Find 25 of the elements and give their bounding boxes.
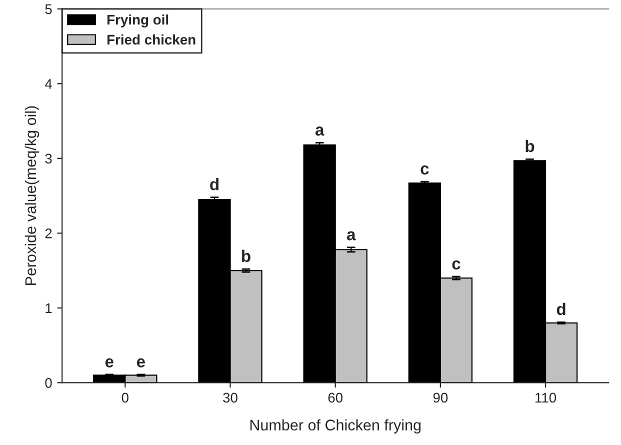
data-label: a: [346, 231, 356, 240]
data-label: c: [452, 260, 460, 270]
x-tick-label: 110: [536, 392, 556, 403]
y-axis-title: Peroxide value(meq/kg oil): [24, 106, 40, 285]
data-label: e: [136, 358, 145, 368]
data-label: c: [420, 165, 429, 175]
data-label: e: [105, 358, 114, 368]
legend-label: Fried chicken: [107, 34, 196, 45]
y-tick-label: 0: [45, 378, 52, 388]
data-label: b: [242, 250, 250, 262]
x-axis-title: Number of Chicken frying: [250, 419, 421, 434]
legend-label: Frying oil: [107, 14, 168, 28]
data-label: b: [526, 140, 534, 152]
y-tick-label: 5: [45, 4, 52, 14]
y-tick-label: 4: [44, 79, 52, 89]
y-tick-label: 3: [45, 154, 52, 164]
y-tick-label: 1: [46, 303, 52, 313]
data-label: d: [210, 178, 218, 190]
x-tick-label: 30: [223, 392, 238, 403]
data-label: a: [315, 126, 324, 136]
data-label: d: [556, 302, 566, 316]
y-tick-label: 2: [45, 228, 52, 238]
x-tick-label: 90: [433, 392, 448, 403]
x-tick-label: 60: [328, 392, 343, 403]
x-tick-label: 0: [122, 392, 128, 403]
